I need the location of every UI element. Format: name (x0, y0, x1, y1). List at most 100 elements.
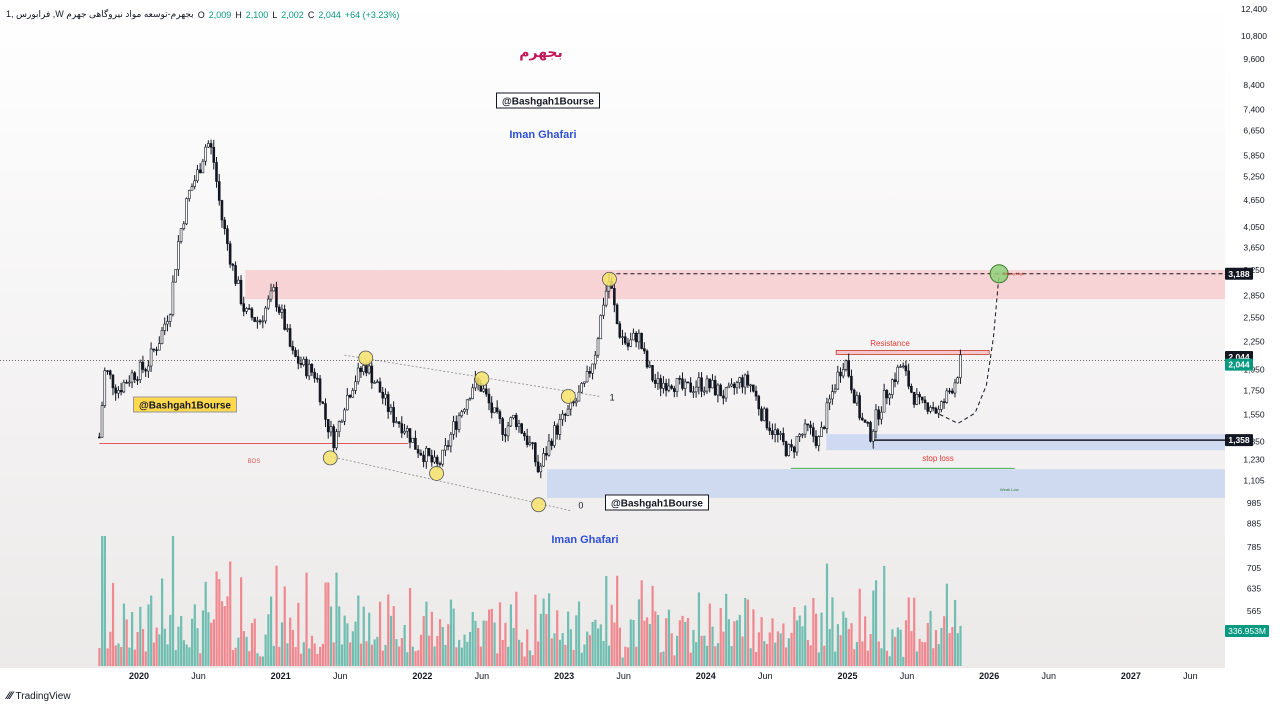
candle[interactable] (190, 186, 194, 191)
candle[interactable] (795, 436, 799, 453)
candle[interactable] (509, 417, 513, 427)
pivot-circle[interactable] (322, 450, 338, 466)
candle[interactable] (659, 378, 662, 389)
candle[interactable] (651, 365, 654, 381)
candle[interactable] (362, 365, 365, 373)
candle[interactable] (157, 343, 161, 351)
candle[interactable] (577, 391, 581, 402)
candle[interactable] (340, 420, 344, 423)
candle[interactable] (283, 308, 286, 330)
candle[interactable] (100, 405, 104, 438)
candle[interactable] (722, 395, 725, 399)
candle[interactable] (296, 356, 300, 364)
pivot-circle[interactable] (560, 388, 576, 404)
candle[interactable] (207, 143, 210, 148)
candle[interactable] (484, 388, 488, 395)
candle[interactable] (792, 446, 796, 453)
candle[interactable] (155, 349, 158, 352)
candle[interactable] (945, 390, 949, 403)
candle[interactable] (719, 384, 722, 397)
candle[interactable] (294, 349, 297, 357)
candle[interactable] (901, 365, 905, 368)
candle[interactable] (272, 287, 276, 292)
candle[interactable] (316, 377, 319, 380)
candle[interactable] (544, 453, 548, 456)
candle[interactable] (536, 461, 540, 473)
candle[interactable] (953, 382, 957, 394)
candle[interactable] (645, 350, 649, 368)
candle[interactable] (942, 401, 946, 403)
candle[interactable] (841, 369, 845, 377)
candle[interactable] (880, 411, 883, 420)
candle[interactable] (490, 402, 494, 413)
candle[interactable] (749, 384, 752, 387)
candle[interactable] (381, 391, 385, 399)
candle[interactable] (239, 279, 243, 304)
candle[interactable] (896, 366, 900, 382)
candle[interactable] (583, 381, 586, 384)
candle[interactable] (427, 447, 431, 456)
candle[interactable] (752, 384, 755, 392)
candle[interactable] (874, 409, 878, 432)
candle[interactable] (446, 445, 450, 447)
candle[interactable] (373, 382, 376, 384)
candle[interactable] (920, 396, 924, 401)
candle[interactable] (444, 445, 447, 451)
candle[interactable] (828, 398, 831, 404)
candle[interactable] (672, 388, 676, 392)
support-zone-upper[interactable] (826, 434, 1225, 451)
candle[interactable] (555, 425, 559, 435)
candle[interactable] (460, 411, 464, 417)
candle[interactable] (959, 354, 962, 379)
candle[interactable] (236, 279, 240, 284)
candle[interactable] (171, 281, 175, 316)
candle[interactable] (683, 381, 687, 389)
candle[interactable] (286, 328, 289, 330)
candle[interactable] (242, 303, 246, 312)
candle[interactable] (662, 382, 665, 389)
candle[interactable] (403, 430, 406, 434)
candle[interactable] (193, 180, 196, 187)
candle[interactable] (664, 382, 668, 391)
candle[interactable] (790, 444, 793, 448)
candle[interactable] (893, 379, 897, 382)
candle[interactable] (675, 378, 679, 392)
candle[interactable] (370, 365, 374, 384)
candle[interactable] (847, 360, 850, 377)
candle[interactable] (174, 269, 177, 283)
candle[interactable] (457, 415, 461, 430)
pivot-circle[interactable] (531, 497, 546, 513)
candle[interactable] (890, 379, 894, 395)
candle[interactable] (250, 308, 254, 318)
candle[interactable] (754, 390, 758, 397)
candle[interactable] (850, 375, 853, 391)
candle[interactable] (337, 421, 341, 433)
candle[interactable] (621, 336, 624, 339)
candle[interactable] (318, 378, 322, 403)
candle[interactable] (482, 388, 485, 392)
candle[interactable] (915, 393, 919, 405)
candle[interactable] (640, 332, 643, 349)
candle[interactable] (550, 440, 553, 446)
candle[interactable] (623, 336, 627, 344)
candle[interactable] (138, 361, 142, 380)
candle[interactable] (177, 241, 180, 270)
candle[interactable] (781, 433, 785, 442)
candle[interactable] (520, 423, 523, 434)
pivot-circle[interactable] (429, 466, 444, 481)
candle[interactable] (441, 449, 444, 465)
candle[interactable] (724, 387, 728, 399)
candle[interactable] (585, 371, 589, 383)
candle[interactable] (817, 436, 821, 446)
candle[interactable] (784, 441, 788, 457)
candle[interactable] (558, 419, 562, 435)
candle[interactable] (291, 346, 295, 351)
candle[interactable] (228, 243, 232, 265)
candle[interactable] (531, 442, 534, 444)
candle[interactable] (411, 437, 414, 443)
target-circle[interactable] (989, 264, 1009, 284)
candle[interactable] (741, 377, 744, 388)
candle[interactable] (566, 408, 570, 416)
candle[interactable] (771, 430, 774, 435)
candle[interactable] (149, 348, 153, 367)
